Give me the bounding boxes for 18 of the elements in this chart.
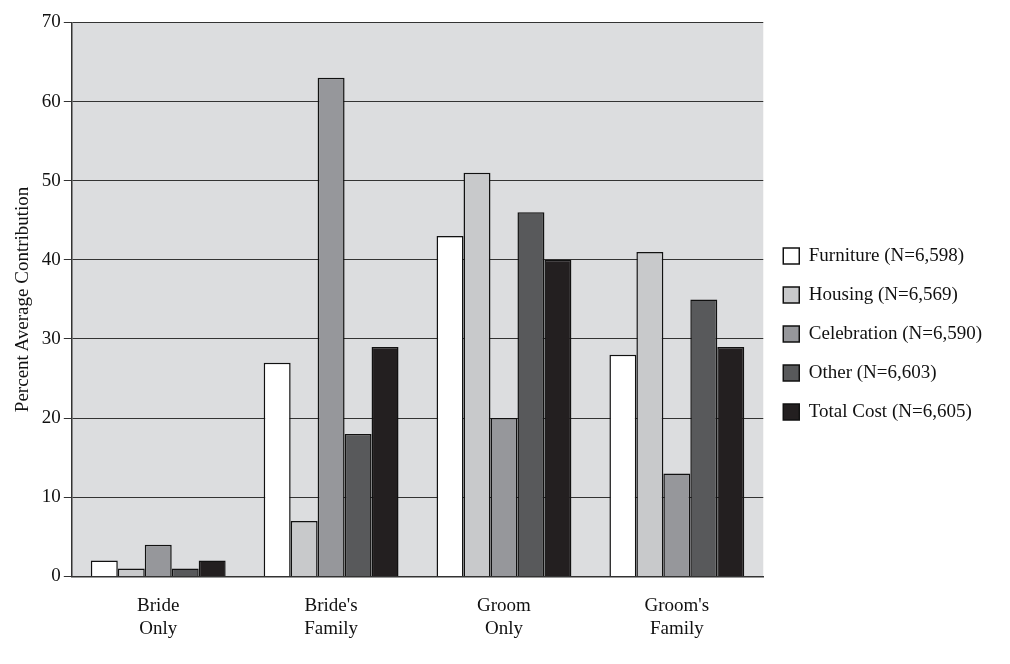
y-tick-label: 40 bbox=[41, 247, 61, 269]
x-tick-label: Groom Only bbox=[477, 593, 532, 638]
y-tick-label: 20 bbox=[41, 406, 61, 428]
y-tick-label: 0 bbox=[51, 564, 61, 586]
y-tick-label: 50 bbox=[41, 168, 61, 190]
x-tick-label: Groom's Family bbox=[644, 593, 710, 638]
y-tick-label: 60 bbox=[41, 89, 61, 111]
y-tick-label: 10 bbox=[41, 485, 61, 507]
y-axis-title: Percent Average Contribution bbox=[11, 186, 33, 413]
y-tick-label: 30 bbox=[41, 326, 61, 348]
legend-label: Total Cost (N=6,605) bbox=[808, 399, 972, 422]
legend-label: Furniture (N=6,598) bbox=[808, 243, 965, 266]
y-tick-label: 70 bbox=[41, 10, 61, 32]
legend-label: Other (N=6,603) bbox=[808, 360, 937, 383]
x-tick-label: Bride Only bbox=[137, 593, 180, 638]
legend-label: Celebration (N=6,590) bbox=[808, 321, 983, 344]
legend-label: Housing (N=6,569) bbox=[808, 282, 958, 305]
x-tick-label: Bride's Family bbox=[304, 593, 359, 638]
